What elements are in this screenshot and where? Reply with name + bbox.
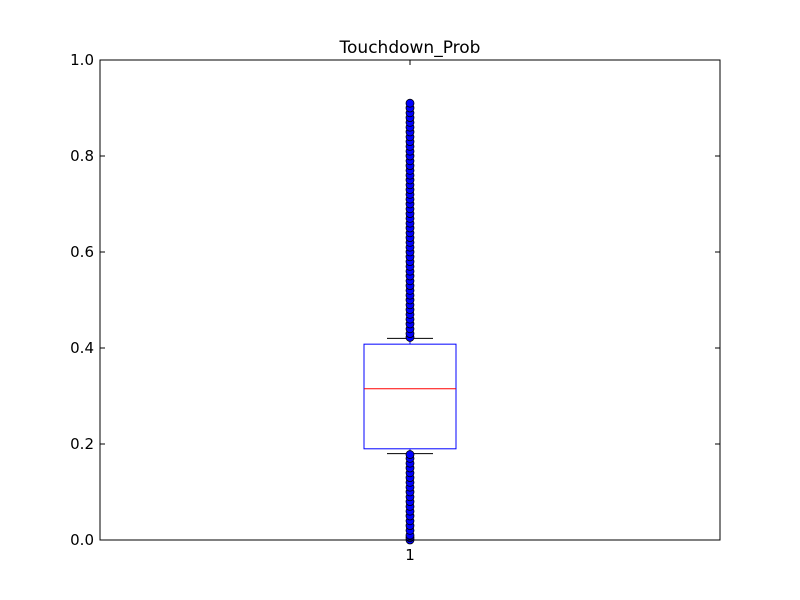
axes-frame <box>99 59 721 541</box>
y-tick-label: 0.6 <box>70 243 94 261</box>
y-tick-label: 0.8 <box>70 147 94 165</box>
chart-title: Touchdown_Prob <box>339 38 481 58</box>
plot-area: 0.0 0.2 0.4 0.6 0.8 1.0 1 <box>70 51 720 564</box>
outlier-point <box>405 98 415 108</box>
outlier-point <box>405 450 415 459</box>
y-tick-label: 0.4 <box>70 339 94 357</box>
y-tick-label: 0.0 <box>70 531 94 549</box>
y-tick-label: 1.0 <box>70 51 94 69</box>
y-tick-label: 0.2 <box>70 435 94 453</box>
x-tick-label: 1 <box>405 546 415 564</box>
iqr-box <box>363 343 457 450</box>
